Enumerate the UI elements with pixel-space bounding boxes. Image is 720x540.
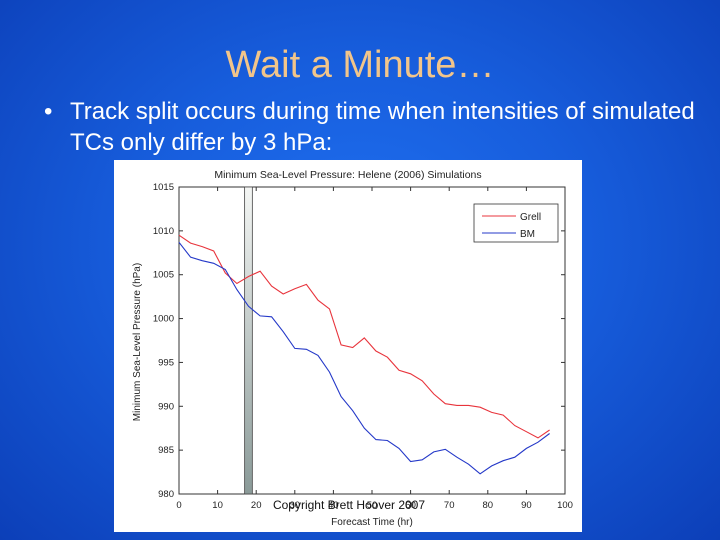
x-tick-label: 10 (212, 500, 223, 511)
y-tick-label: 985 (158, 445, 174, 456)
pressure-chart: Minimum Sea-Level Pressure: Helene (2006… (132, 169, 573, 528)
legend-box (473, 203, 559, 243)
x-tick-label: 40 (328, 500, 339, 511)
legend-label-grell: Grell (520, 212, 541, 223)
x-axis-label: Forecast Time (hr) (331, 517, 413, 528)
y-tick-label: 1005 (153, 270, 174, 281)
series-line-bm (178, 241, 550, 475)
slide-title: Wait a Minute… (225, 44, 495, 86)
x-tick-label: 20 (251, 500, 262, 511)
chart-title: Minimum Sea-Level Pressure: Helene (2006… (214, 169, 481, 181)
y-tick-label: 1010 (153, 226, 174, 237)
y-tick-label: 995 (158, 357, 174, 368)
x-tick-label: 90 (521, 500, 532, 511)
x-tick-label: 80 (483, 500, 494, 511)
y-tick-label: 1000 (153, 314, 174, 325)
chart-image: Minimum Sea-Level Pressure: Helene (2006… (114, 160, 582, 532)
series-line-grell (178, 234, 550, 439)
copyright-annotation: Copyright Brett Hoover 2007 (273, 498, 425, 512)
y-axis-label: Minimum Sea-Level Pressure (hPa) (132, 263, 143, 421)
legend-label-bm: BM (520, 229, 535, 240)
x-tick-label: 0 (176, 500, 181, 511)
x-tick-label: 100 (557, 500, 573, 511)
y-tick-label: 990 (158, 401, 174, 412)
bullet-text: Track split occurs during time when inte… (70, 98, 695, 156)
y-tick-label: 1015 (153, 182, 174, 193)
x-tick-label: 70 (444, 500, 455, 511)
x-tick-label: 30 (290, 500, 301, 511)
x-tick-label: 50 (367, 500, 378, 511)
bullet-marker: • (44, 98, 53, 125)
y-tick-label: 980 (158, 489, 174, 500)
x-tick-label: 60 (405, 500, 416, 511)
highlight-band (244, 186, 253, 495)
